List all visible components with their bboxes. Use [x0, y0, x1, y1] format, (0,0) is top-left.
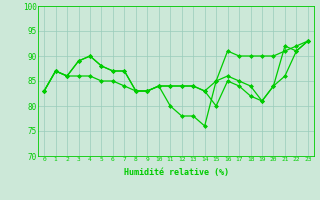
X-axis label: Humidité relative (%): Humidité relative (%)	[124, 168, 228, 177]
